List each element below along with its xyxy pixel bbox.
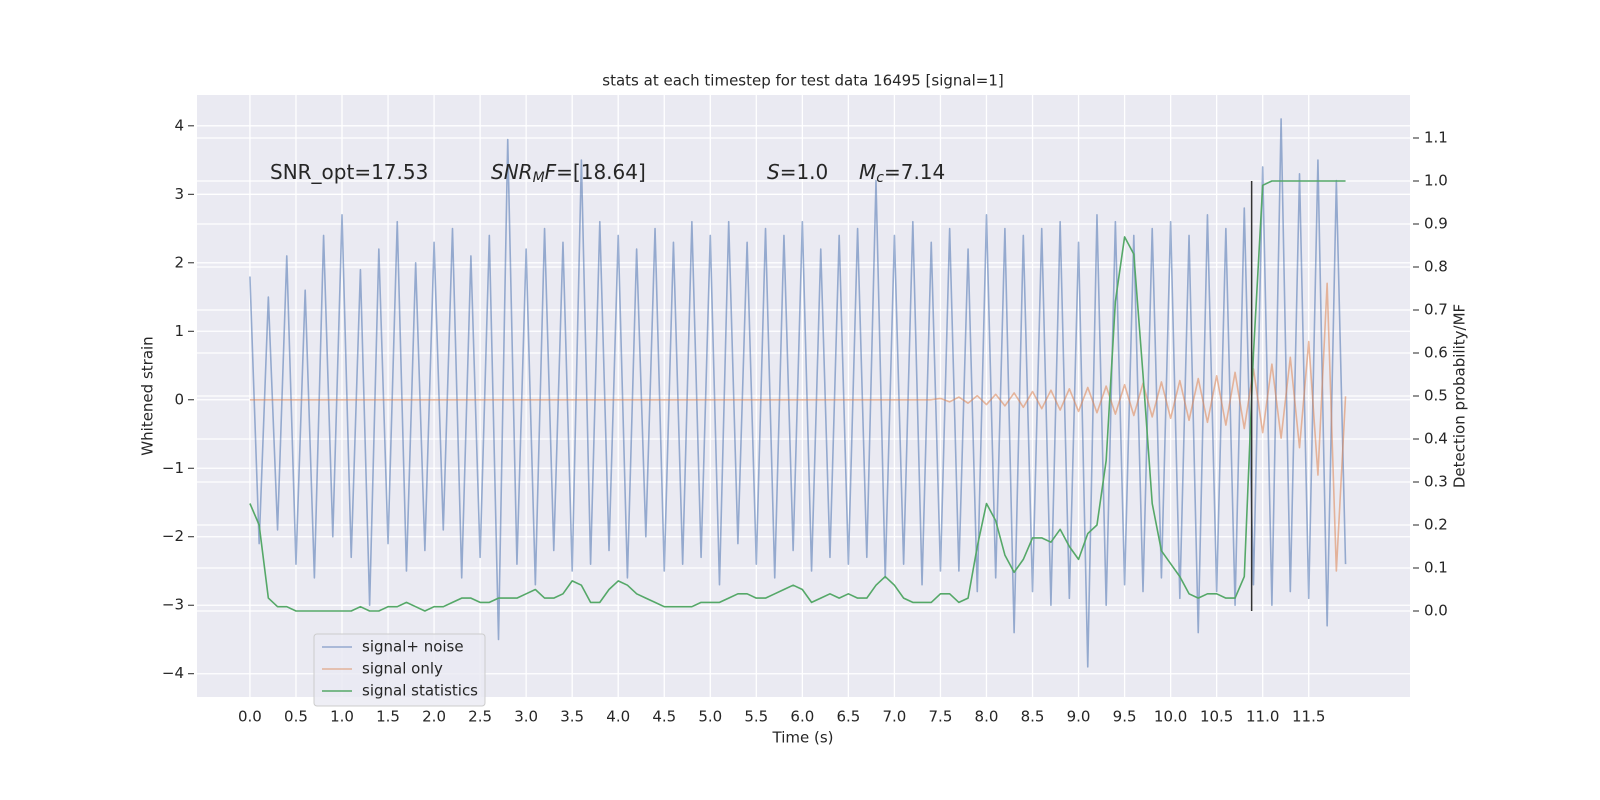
y2-tick-label: 0.4: [1424, 430, 1448, 448]
x-tick-label: 8.0: [975, 708, 999, 726]
x-tick-label: 6.5: [836, 708, 860, 726]
x-tick-label: 2.5: [468, 708, 492, 726]
y2-tick-label: 0.0: [1424, 602, 1448, 620]
x-tick-label: 6.0: [790, 708, 814, 726]
annotation-part: =7.14: [884, 160, 945, 184]
annotation-part: =1.0: [780, 160, 829, 184]
x-tick-label: 9.0: [1067, 708, 1091, 726]
x-tick-label: 2.0: [422, 708, 446, 726]
x-tick-label: 1.5: [376, 708, 400, 726]
annotation-part: M: [533, 170, 545, 186]
annotation-part: =[18.64]: [556, 160, 646, 184]
y2-tick-label: 0.2: [1424, 516, 1448, 534]
x-axis-label: Time (s): [772, 729, 834, 747]
y-tick-label: 0: [174, 390, 184, 408]
y-axis-label: Whitened strain: [139, 336, 157, 455]
annotation: S=1.0: [767, 160, 828, 184]
y2-tick-label: 0.8: [1424, 258, 1448, 276]
y2-tick-label: 1.0: [1424, 172, 1448, 190]
series-line: [249, 118, 1347, 668]
x-tick-label: 4.5: [652, 708, 676, 726]
x-tick-label: 9.5: [1113, 708, 1137, 726]
y2-tick-label: 0.6: [1424, 344, 1448, 362]
x-tick-label: 5.0: [698, 708, 722, 726]
x-tick-label: 7.5: [929, 708, 953, 726]
y-tick-label: 2: [174, 253, 184, 271]
annotation-part: F: [545, 160, 557, 184]
x-tick-label: 5.5: [744, 708, 768, 726]
x-tick-label: 10.0: [1154, 708, 1187, 726]
y-tick-label: −3: [162, 596, 184, 614]
y2-tick-label: 0.9: [1424, 215, 1448, 233]
series-line: [249, 282, 1347, 572]
y-tick-label: 4: [174, 116, 184, 134]
x-tick-label: 7.0: [882, 708, 906, 726]
annotation-part: M: [859, 160, 876, 184]
x-tick-label: 1.0: [330, 708, 354, 726]
annotation-part: SNR_opt=17.53: [270, 160, 428, 184]
y2-tick-label: 0.7: [1424, 301, 1448, 319]
x-tick-label: 11.0: [1246, 708, 1279, 726]
series-line: [249, 180, 1346, 612]
annotation-part: S: [767, 160, 780, 184]
y2-tick-label: 1.1: [1424, 129, 1448, 147]
y2-axis-label: Detection probability/MF: [1451, 304, 1469, 488]
x-tick-label: 11.5: [1292, 708, 1325, 726]
x-tick-label: 0.5: [284, 708, 308, 726]
x-tick-label: 8.5: [1021, 708, 1045, 726]
legend-label: signal only: [362, 660, 443, 678]
x-tick-label: 10.5: [1200, 708, 1233, 726]
annotation-part: SNR: [491, 160, 533, 184]
y2-tick-label: 0.5: [1424, 387, 1448, 405]
y-tick-label: −2: [162, 527, 184, 545]
legend-label: signal statistics: [362, 682, 478, 700]
y2-tick-label: 0.1: [1424, 559, 1448, 577]
x-tick-label: 3.0: [514, 708, 538, 726]
y-tick-label: −4: [162, 664, 184, 682]
annotation: SNR_opt=17.53: [270, 160, 428, 184]
x-tick-label: 4.0: [606, 708, 630, 726]
x-tick-label: 3.5: [560, 708, 584, 726]
y-tick-label: 3: [174, 185, 184, 203]
y-tick-label: 1: [174, 322, 184, 340]
y-tick-label: −1: [162, 459, 184, 477]
x-tick-label: 0.0: [238, 708, 262, 726]
chart-title: stats at each timestep for test data 164…: [602, 72, 1003, 90]
legend-label: signal+ noise: [362, 638, 464, 656]
annotation-part: c: [876, 170, 884, 186]
legend-box: [313, 633, 486, 707]
y2-tick-label: 0.3: [1424, 473, 1448, 491]
annotation: Mc=7.14: [859, 160, 945, 187]
annotation: SNRMF=[18.64]: [491, 160, 646, 187]
